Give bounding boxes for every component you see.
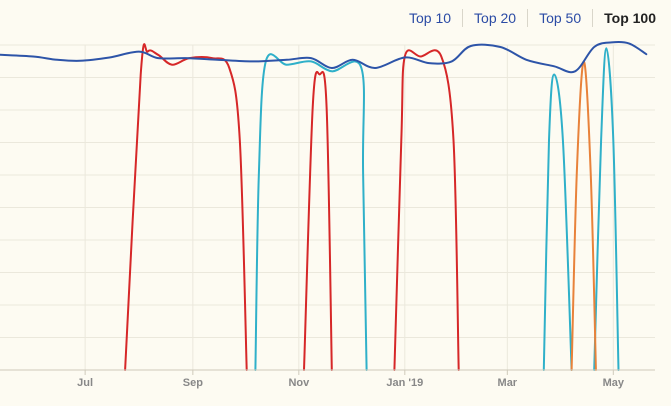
series-line-1-segment-1 bbox=[303, 70, 333, 371]
series-line-2-segment-0 bbox=[254, 53, 368, 371]
series-line-2-segment-2 bbox=[593, 47, 620, 371]
series-line-1-segment-0 bbox=[124, 43, 248, 371]
series-line-1-segment-2 bbox=[393, 49, 460, 371]
x-tick-label: Mar bbox=[498, 377, 518, 389]
tab-top-20[interactable]: Top 20 bbox=[462, 9, 527, 27]
x-tick-label: Sep bbox=[183, 377, 203, 389]
series-lines bbox=[0, 40, 648, 371]
x-tick-label: Jul bbox=[77, 377, 93, 389]
x-axis: Jul Sep Nov Jan '19 Mar May bbox=[0, 369, 655, 389]
tab-bar: Top 10 Top 20 Top 50 Top 100 bbox=[398, 8, 667, 28]
tab-top-50[interactable]: Top 50 bbox=[527, 9, 592, 27]
tab-top-10[interactable]: Top 10 bbox=[408, 10, 452, 26]
series-line-3-segment-0 bbox=[570, 60, 597, 371]
x-tick-label: Nov bbox=[288, 377, 310, 389]
series-line-0-segment-0 bbox=[0, 40, 648, 74]
x-tick-label: May bbox=[603, 377, 625, 389]
x-tick-label: Jan '19 bbox=[386, 377, 423, 389]
grid-lines bbox=[0, 44, 655, 371]
series-line-2-segment-1 bbox=[542, 73, 573, 371]
tab-top-100[interactable]: Top 100 bbox=[592, 9, 667, 27]
